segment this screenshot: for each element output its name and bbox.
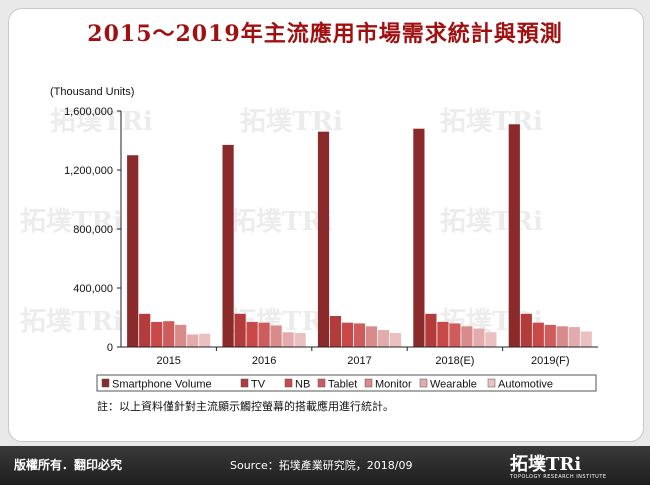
bar xyxy=(246,321,258,347)
bar xyxy=(437,321,449,347)
source-text: Source：拓墣產業研究院，2018/09 xyxy=(230,459,413,472)
logo-mark: 拓墣TRi xyxy=(510,454,582,475)
bar xyxy=(544,324,556,348)
watermark-logo: 拓墣TRi xyxy=(230,207,333,237)
bar xyxy=(413,128,425,347)
tri-logo: 拓墣TRi TOPOLOGY RESEARCH INSTITUTE xyxy=(510,450,607,480)
legend-swatch xyxy=(487,378,496,388)
chart: 拓墣TRi 拓墣TRi 拓墣TRi 拓墣TRi 拓墣TRi 拓墣TRi 拓墣TR… xyxy=(20,86,598,413)
y-axis-label: (Thousand Units) xyxy=(50,86,134,98)
bar xyxy=(151,321,163,347)
x-tick-label: 2019(F) xyxy=(531,355,570,367)
chart-note: 註：以上資料僅針對主流顯示觸控螢幕的搭載應用進行統計。 xyxy=(97,399,394,413)
bar xyxy=(234,313,246,347)
y-tick-label: 0 xyxy=(107,342,113,354)
y-tick-label: 1,200,000 xyxy=(64,165,113,177)
legend-label: Monitor xyxy=(375,379,412,391)
bar xyxy=(353,323,366,347)
y-tick-label: 400,000 xyxy=(73,283,113,295)
bar xyxy=(294,332,306,347)
bar xyxy=(139,313,151,347)
legend-label: NB xyxy=(295,379,310,391)
bar xyxy=(187,334,199,347)
y-tick-labels: 0 400,000 800,000 1,200,000 1,600,000 xyxy=(64,106,121,354)
legend-label: Smartphone Volume xyxy=(112,379,212,391)
legend-label: Automotive xyxy=(498,379,553,391)
watermark-logo: 拓墣TRi xyxy=(20,207,123,237)
bar xyxy=(461,326,473,347)
legend-box xyxy=(96,374,597,392)
bar xyxy=(532,322,544,347)
legend-label: Tablet xyxy=(328,379,357,391)
legend-swatch xyxy=(240,378,249,388)
bar xyxy=(520,313,532,347)
bar xyxy=(258,322,270,347)
bar xyxy=(389,332,402,347)
bar xyxy=(199,333,211,347)
bar xyxy=(365,326,378,347)
legend-swatch xyxy=(317,378,326,388)
bar xyxy=(473,328,485,347)
bar xyxy=(508,124,520,347)
bar xyxy=(485,332,497,347)
legend-swatch xyxy=(101,378,110,388)
watermark-logo: 拓墣TRi xyxy=(440,207,543,237)
bar xyxy=(222,144,234,347)
watermark-logo: 拓墣TRi xyxy=(20,307,123,337)
legend-swatch xyxy=(284,378,293,388)
y-tick-label: 800,000 xyxy=(73,224,113,236)
x-tick-label: 2017 xyxy=(347,355,371,367)
copyright-text: 版權所有．翻印必究 xyxy=(14,458,123,472)
x-tick-label: 2015 xyxy=(156,355,180,367)
x-tick-label: 2018(E) xyxy=(435,355,474,367)
bar-series xyxy=(127,124,592,348)
bar xyxy=(449,323,461,347)
x-tick-labels: 2015 2016 2017 2018(E) 2019(F) xyxy=(156,347,570,367)
bar xyxy=(377,330,390,347)
bar xyxy=(341,322,354,347)
bar xyxy=(425,313,437,347)
bar xyxy=(329,316,342,347)
bar xyxy=(556,326,568,347)
footer-bar: 版權所有．翻印必究 Source：拓墣產業研究院，2018/09 拓墣TRi T… xyxy=(0,446,650,485)
legend-swatch xyxy=(364,378,373,388)
bar xyxy=(568,327,580,347)
watermark-logo: 拓墣TRi xyxy=(440,107,543,137)
bar xyxy=(127,155,139,347)
legend: Smartphone Volume TV NB Tablet Monitor Wearab… xyxy=(96,374,597,392)
watermark-logo: 拓墣TRi xyxy=(50,107,153,137)
legend-label: TV xyxy=(251,379,266,391)
bar xyxy=(163,321,175,347)
legend-swatch xyxy=(419,378,428,388)
page-title: 2015～2019年主流應用市場需求統計與預測 xyxy=(87,21,563,47)
logo-subtitle: TOPOLOGY RESEARCH INSTITUTE xyxy=(510,474,607,480)
y-tick-label: 1,600,000 xyxy=(64,106,113,118)
legend-label: Wearable xyxy=(430,379,477,391)
x-tick-label: 2016 xyxy=(252,355,276,367)
bar xyxy=(580,331,592,347)
watermark-layer: 拓墣TRi 拓墣TRi 拓墣TRi 拓墣TRi 拓墣TRi 拓墣TRi 拓墣TR… xyxy=(20,107,543,337)
bar xyxy=(282,332,294,347)
bar xyxy=(270,325,282,347)
bar xyxy=(175,324,187,348)
bar xyxy=(317,131,330,347)
